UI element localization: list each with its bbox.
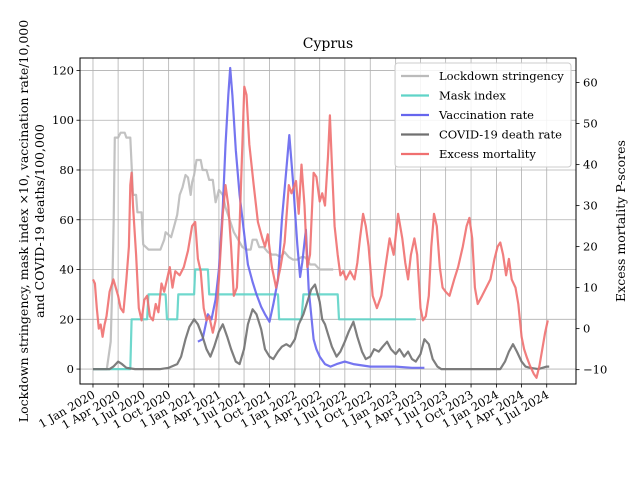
- y-right-tick-label: 60: [583, 76, 598, 90]
- series-line: [93, 268, 416, 371]
- plot-frame: [79, 57, 577, 385]
- y-left-tick-label: 60: [59, 213, 74, 227]
- legend-label: Mask index: [439, 89, 506, 103]
- chart-title: Cyprus: [303, 36, 353, 52]
- legend-label: COVID-19 death rate: [439, 128, 562, 142]
- legend-label: Vaccination rate: [438, 108, 534, 122]
- y-right-tick-label: 50: [583, 117, 598, 131]
- legend: Lockdown stringency Mask index Vaccination…: [394, 62, 572, 168]
- y-axis-left-label-line-2: and COVID-19 deaths/100,000: [32, 124, 47, 318]
- y-left-tick-label: 0: [67, 362, 74, 376]
- y-axis-left-label-line-1: Lockdown stringency, mask index ×10, vac…: [16, 20, 31, 422]
- y-right-tick-label: 20: [583, 240, 598, 254]
- y-left-tick-label: 100: [52, 113, 74, 127]
- y-left-tick-label: 80: [59, 163, 74, 177]
- y-right-tick-label: −10: [583, 363, 607, 377]
- series-line: [92, 85, 549, 379]
- series-line: [93, 283, 550, 371]
- y-axis-right-label: Excess mortality P-scores: [613, 140, 628, 302]
- y-left-tick-label: 20: [59, 312, 74, 326]
- legend-box: [394, 62, 572, 168]
- y-right-tick-label: 30: [583, 199, 598, 213]
- y-left-tick-label: 120: [52, 63, 74, 77]
- y-right-tick-label: 0: [583, 322, 590, 336]
- y-right-tick-label: 10: [583, 281, 598, 295]
- y-left-tick-label: 40: [59, 263, 74, 277]
- legend-label: Lockdown stringency: [439, 69, 564, 83]
- series-lines: [92, 66, 550, 379]
- legend-label: Excess mortality: [439, 147, 536, 161]
- y-right-tick-label: 40: [583, 158, 598, 172]
